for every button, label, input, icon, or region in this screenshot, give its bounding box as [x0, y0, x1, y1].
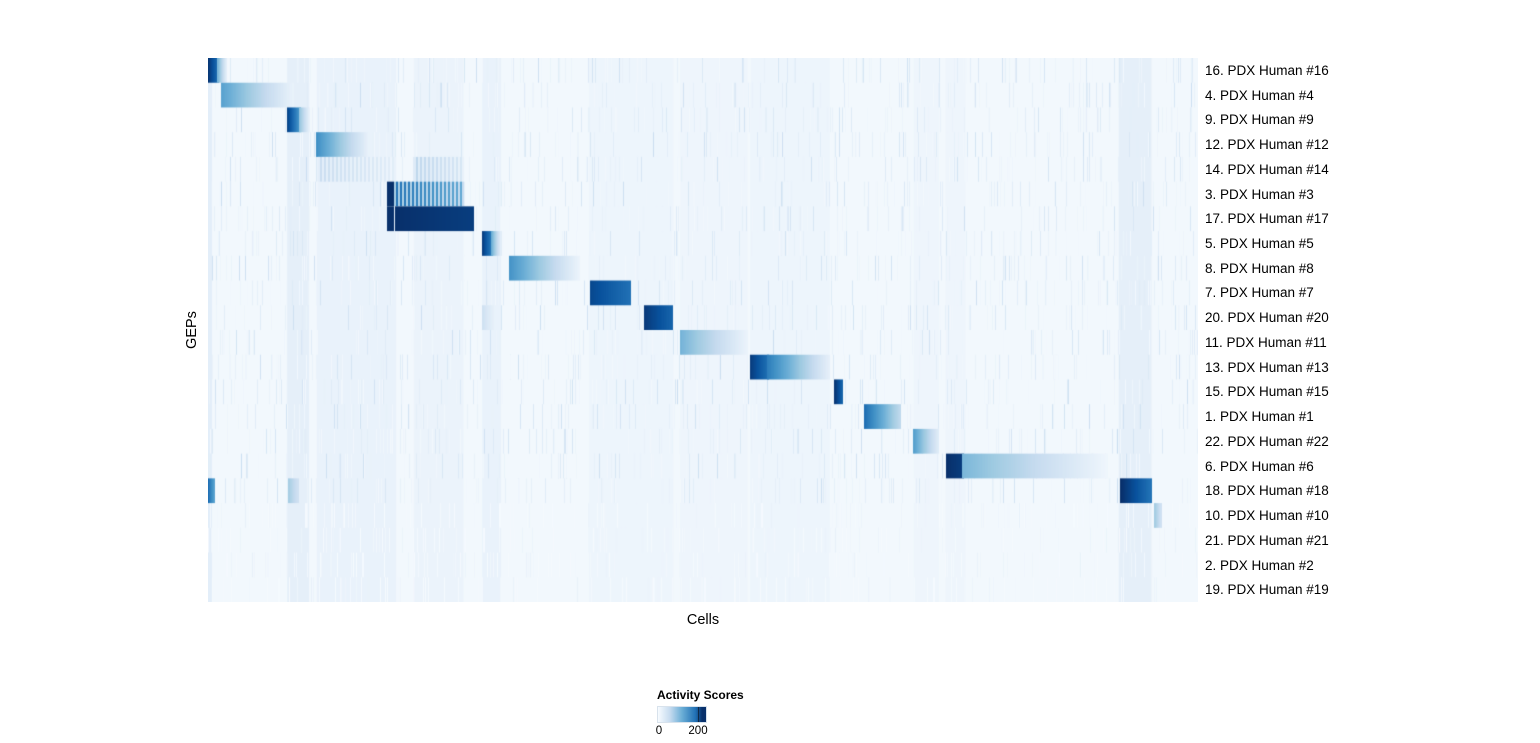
row-label: 14. PDX Human #14 — [1205, 161, 1329, 177]
legend-ticks: 0 200 — [655, 725, 708, 739]
row-label: 9. PDX Human #9 — [1205, 112, 1314, 128]
legend-title: Activity Scores — [657, 688, 744, 702]
row-label: 20. PDX Human #20 — [1205, 310, 1329, 326]
row-label: 3. PDX Human #3 — [1205, 186, 1314, 202]
row-label: 17. PDX Human #17 — [1205, 211, 1329, 227]
row-label: 6. PDX Human #6 — [1205, 458, 1314, 474]
row-label: 18. PDX Human #18 — [1205, 483, 1329, 499]
row-label: 16. PDX Human #16 — [1205, 62, 1329, 78]
row-label: 21. PDX Human #21 — [1205, 532, 1329, 548]
legend: Activity Scores 0 200 — [655, 688, 767, 739]
row-label: 1. PDX Human #1 — [1205, 409, 1314, 425]
row-label: 22. PDX Human #22 — [1205, 433, 1329, 449]
row-label: 19. PDX Human #19 — [1205, 582, 1329, 598]
legend-tick-max: 200 — [688, 725, 708, 737]
row-label: 7. PDX Human #7 — [1205, 285, 1314, 301]
row-label: 12. PDX Human #12 — [1205, 137, 1329, 153]
row-label: 4. PDX Human #4 — [1205, 87, 1314, 103]
y-axis-label: GEPs — [184, 311, 200, 349]
row-label: 5. PDX Human #5 — [1205, 236, 1314, 251]
heatmap-canvas — [208, 58, 1198, 602]
legend-tick-min: 0 — [655, 725, 663, 737]
x-axis-label: Cells — [686, 612, 720, 628]
row-label: 2. PDX Human #2 — [1205, 557, 1314, 573]
row-label: 15. PDX Human #15 — [1205, 384, 1329, 400]
row-labels: 16. PDX Human #16 4. PDX Human #4 9. PDX H… — [1205, 58, 1405, 602]
row-label: 11. PDX Human #11 — [1205, 334, 1327, 350]
legend-colorbar — [657, 706, 707, 723]
row-label: 8. PDX Human #8 — [1205, 260, 1314, 276]
row-label: 13. PDX Human #13 — [1205, 359, 1329, 375]
row-label: 10. PDX Human #10 — [1205, 508, 1329, 524]
legend-tick-mark — [698, 707, 699, 722]
